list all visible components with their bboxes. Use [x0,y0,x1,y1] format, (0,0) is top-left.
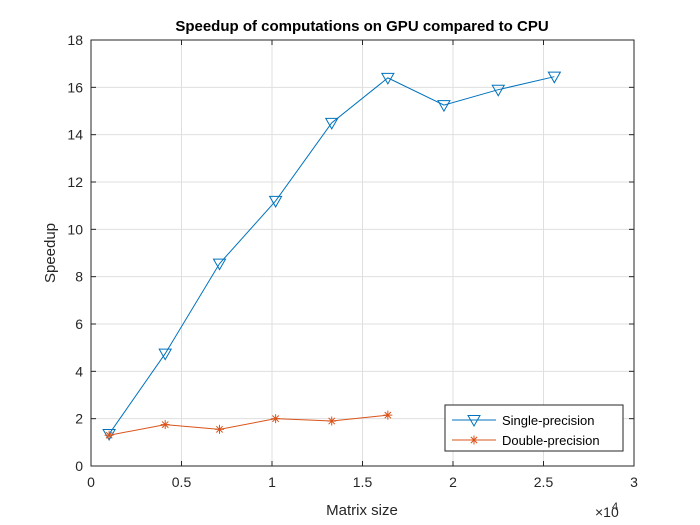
series-line [109,414,388,436]
data-point [383,410,393,420]
series-line [108,76,555,435]
data-point [491,84,506,97]
legend-label: Single-precision [502,413,595,428]
x-tick-label: 1 [268,474,276,490]
legend-box [444,404,624,452]
data-point [212,258,227,271]
legend: Single-precision Double-precision [444,404,624,452]
data-point [271,414,281,424]
data-point [160,420,170,430]
y-tick-label: 12 [67,174,83,190]
x-exponent-base: ×10 [595,504,619,520]
x-tick-label: 0 [87,474,95,490]
y-tick-label: 8 [75,269,83,285]
x-axis-label: Matrix size [326,502,398,519]
series-layer [102,71,562,442]
y-tick-label: 2 [75,411,83,427]
y-tick-label: 0 [75,458,83,474]
x-axis-exponent: ×10 4 [595,501,619,520]
y-tick-label: 10 [67,221,83,237]
x-tick-label: 1.5 [353,474,373,490]
x-tick-label: 2.5 [534,474,554,490]
legend-item: Double-precision [452,433,600,448]
y-tick-label: 6 [75,316,83,332]
x-tick-label: 0.5 [172,474,192,490]
x-tick-label: 2 [449,474,457,490]
series-single-precision [102,71,562,442]
grid [91,40,634,466]
data-point [324,117,339,130]
data-point [437,100,451,113]
chart-title: Speedup of computations on GPU compared … [175,18,548,35]
x-tick-label: 3 [630,474,638,490]
data-point [215,424,225,434]
y-tick-label: 4 [75,363,83,379]
data-point [380,72,395,85]
data-point [547,71,562,84]
x-exponent-power: 4 [612,501,618,513]
legend-label: Double-precision [502,433,600,448]
axes: 0 0.5 1 1.5 2 2.5 3 0 2 4 6 8 10 12 14 16 18 [67,32,638,490]
legend-marker [467,415,481,428]
y-axis-label: Speedup [42,223,59,283]
data-point [327,416,337,426]
y-tick-label: 16 [67,79,83,95]
data-point [268,195,283,208]
y-tick-label: 14 [67,127,83,143]
y-tick-label: 18 [67,32,83,48]
series-double-precision [104,410,393,440]
legend-item: Single-precision [452,413,595,428]
legend-marker [469,435,479,445]
data-point [104,430,114,440]
data-point [158,348,173,361]
